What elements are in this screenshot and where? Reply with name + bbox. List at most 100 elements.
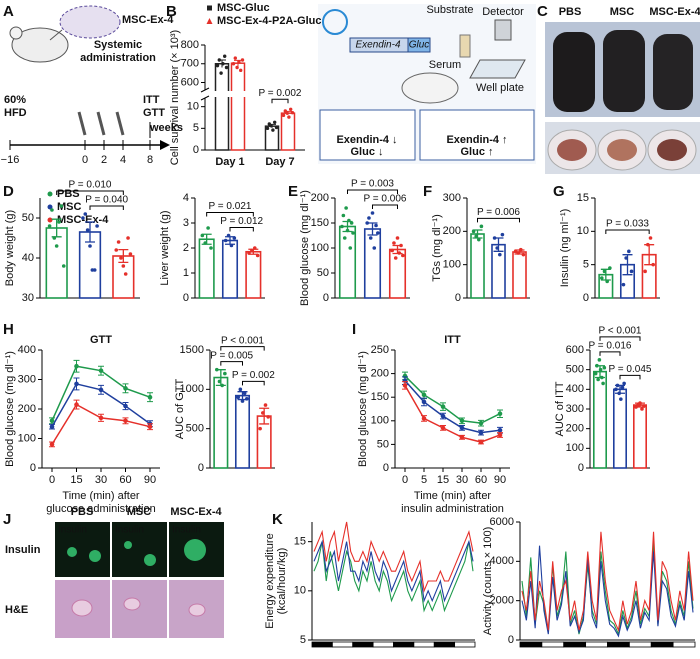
x-axis-label: insulin administration: [401, 503, 504, 515]
y-tick-label: 100: [371, 415, 389, 427]
x-axis-label: Time (min) after: [414, 490, 492, 502]
y-tick-label: 5: [193, 122, 199, 134]
x-tick-label: 5: [421, 474, 427, 486]
legend-marker: [206, 18, 213, 24]
light-dark-bar: [628, 641, 652, 648]
significance-bracket: [271, 98, 289, 104]
light-dark-bar: [672, 641, 696, 648]
data-point: [602, 269, 607, 274]
diet-label: HFD: [4, 107, 27, 119]
construct-label: Gluc: [409, 40, 430, 51]
significance-bracket: [605, 229, 650, 234]
photo-label: PBS: [559, 6, 582, 18]
legend-label: MSC-Gluc: [217, 2, 270, 14]
data-point: [497, 432, 503, 438]
data-point: [290, 111, 295, 115]
data-point: [421, 416, 427, 421]
significance-label: P < 0.001: [221, 335, 264, 346]
data-point: [98, 415, 104, 421]
panel-j-images: [55, 522, 224, 638]
y-tick-label: 250: [371, 344, 389, 356]
data-point: [215, 63, 220, 68]
y-tick-label: 0: [183, 292, 189, 304]
data-point: [497, 411, 503, 417]
data-point: [223, 54, 227, 58]
y-tick-label: 500: [566, 364, 584, 376]
data-point: [640, 407, 644, 411]
stain-label: Insulin: [172, 525, 201, 536]
significance-label: P = 0.012: [220, 216, 263, 227]
data-point: [232, 236, 237, 240]
data-point: [478, 439, 484, 445]
bar: [214, 63, 230, 151]
y-tick-label: 10: [187, 101, 199, 113]
route-label: Systemic: [94, 39, 142, 51]
bar: [245, 250, 262, 299]
y-tick-label: 400: [18, 344, 36, 356]
data-point: [344, 206, 348, 210]
data-point: [252, 246, 257, 250]
data-point: [600, 375, 604, 380]
x-tick-label: 0: [402, 474, 408, 486]
light-dark-bar: [519, 641, 543, 648]
data-point: [123, 272, 128, 276]
bar: [213, 376, 229, 469]
bar: [280, 112, 296, 151]
data-point: [147, 394, 153, 400]
data-point: [269, 124, 273, 128]
data-point: [516, 251, 520, 255]
y-tick-label: 100: [443, 259, 461, 271]
y-tick-label: 10: [294, 585, 306, 597]
data-point: [219, 71, 223, 75]
stain-label: Insulin: [115, 525, 144, 536]
axis-break-gap: [214, 91, 230, 97]
y-tick-label: 4000: [490, 555, 514, 567]
y-tick-label: 4: [183, 192, 189, 204]
panel-letter: I: [352, 321, 356, 338]
data-point: [598, 367, 603, 372]
data-point: [648, 236, 653, 240]
panel-letter: A: [3, 3, 14, 20]
detector-label: Detector: [482, 6, 524, 18]
data-point: [440, 413, 446, 419]
series-line: [313, 521, 474, 593]
photo-label: MSC: [610, 6, 635, 18]
data-point: [266, 415, 270, 419]
data-point: [233, 56, 237, 60]
panel-letter: E: [288, 183, 298, 200]
light-dark-bar: [352, 641, 374, 648]
data-point: [215, 367, 219, 372]
y-tick-label: 300: [566, 403, 584, 415]
panel-letter: D: [3, 183, 14, 200]
light-dark-bar: [413, 641, 435, 648]
row-label: H&E: [5, 604, 28, 616]
bar: [491, 243, 506, 299]
significance-label: P = 0.006: [364, 194, 407, 205]
data-point: [492, 236, 497, 240]
data-point: [61, 264, 66, 268]
data-point: [95, 224, 99, 228]
x-tick-label: 90: [494, 474, 506, 486]
low-label: Gluc ↓: [350, 146, 383, 158]
significance-label: P < 0.001: [599, 325, 642, 336]
y-axis-label: Blood glucose (mg dl⁻¹): [357, 351, 369, 467]
data-point: [250, 248, 254, 253]
x-axis-label: Time (min) after: [62, 490, 140, 502]
y-tick-label: 30: [22, 292, 34, 304]
data-point: [367, 216, 371, 220]
y-tick-label: 0: [508, 634, 514, 646]
photo-label: MSC-Ex-4: [649, 6, 700, 18]
data-point: [258, 426, 262, 431]
bar: [45, 227, 68, 299]
y-tick-label: 100: [566, 442, 584, 454]
significance-label: P = 0.006: [477, 207, 520, 218]
bar: [221, 239, 239, 299]
x-tick-label: 60: [119, 474, 131, 486]
timeline-tick-label: −16: [1, 154, 20, 166]
data-point: [114, 248, 119, 252]
series-line: [521, 545, 694, 638]
data-point: [474, 234, 478, 239]
legend-label: MSC: [57, 201, 82, 213]
light-dark-bar: [607, 641, 630, 648]
light-dark-bar: [650, 641, 674, 648]
